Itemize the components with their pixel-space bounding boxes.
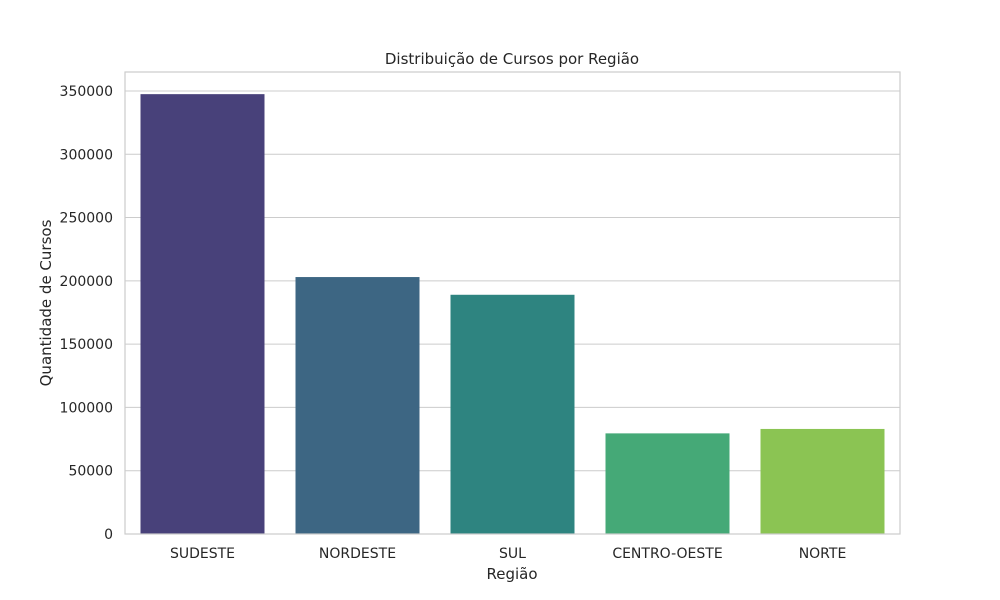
bar-centro-oeste xyxy=(605,433,730,534)
y-tick-labels: 0 50000 100000 150000 200000 250000 300000 3500… xyxy=(60,84,113,543)
x-tick-labels: SUDESTE NORDESTE SUL CENTRO-OESTE NORTE xyxy=(170,546,846,562)
plot-frame xyxy=(124,71,901,535)
y-tick-label: 0 xyxy=(104,527,113,543)
bar-norte xyxy=(760,428,885,534)
bar-sul xyxy=(450,294,575,534)
chart-title: Distribuição de Cursos por Região xyxy=(385,50,639,68)
y-tick-label: 150000 xyxy=(60,337,113,353)
bar-sudeste xyxy=(140,94,265,534)
y-tick-label: 100000 xyxy=(60,400,113,416)
y-tick-label: 350000 xyxy=(60,84,113,100)
x-tick-label: SUDESTE xyxy=(170,546,235,562)
x-tick-label: SUL xyxy=(499,546,526,562)
x-tick-label: NORDESTE xyxy=(319,546,396,562)
x-tick-label: CENTRO-OESTE xyxy=(612,546,722,562)
y-tick-label: 200000 xyxy=(60,274,113,290)
y-tick-label: 250000 xyxy=(60,211,113,227)
y-tick-label: 300000 xyxy=(60,147,113,163)
y-axis-label: Quantidade de Cursos xyxy=(37,219,55,386)
bar-nordeste xyxy=(295,277,420,534)
x-tick-label: NORTE xyxy=(799,546,847,562)
bars xyxy=(140,94,885,534)
x-axis-label: Região xyxy=(486,565,537,583)
y-tick-label: 50000 xyxy=(68,464,113,480)
